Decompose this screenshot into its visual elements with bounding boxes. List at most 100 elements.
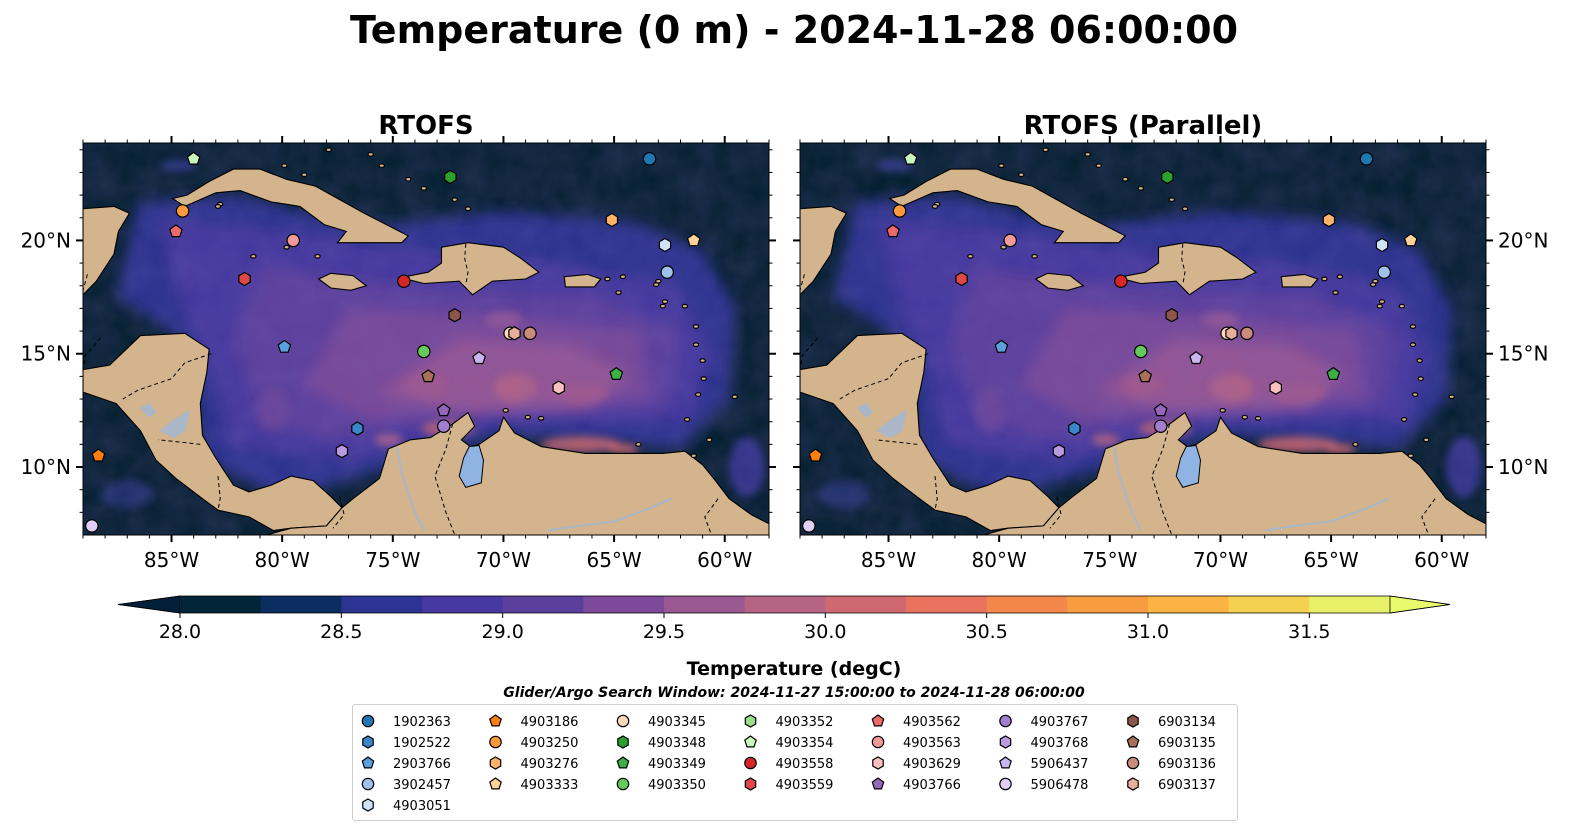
marker-4903766 [1153,403,1168,417]
marker-2903766 [994,339,1009,353]
map-frame [799,142,1487,536]
border-line [934,476,938,511]
marker-4903767 [436,419,451,434]
small-island [706,437,713,443]
border-line [83,337,102,370]
legend-entry: 4903563 [871,735,961,751]
legend-label: 6903134 [1158,715,1216,730]
marker-5906478 [802,519,816,533]
lon-tick-label: 70°W [476,548,531,572]
legend-label: 1902363 [393,715,451,730]
legend-label: 4903250 [521,736,579,751]
small-island [690,453,697,459]
legend-entry: 4903350 [616,777,706,793]
legend-entry: 4903767 [999,714,1088,730]
marker-4903562 [886,224,900,238]
legend-entries: 1902363 1902522 2903766 3902457 4903051 49031… [361,714,1216,814]
legend-marker-1902522 [362,735,374,749]
small-island [1409,324,1417,329]
legend-marker-6903135 [1126,735,1140,748]
legend-marker-4903276 [489,756,502,770]
border-line [1049,496,1062,529]
legend-label: 4903186 [521,715,579,730]
colorbar-segment [180,596,262,613]
colorbar-label: Temperature (degC) [687,658,902,680]
legend-entry: 6903136 [1126,756,1216,772]
small-island [1254,415,1262,421]
land-jamaica [317,272,368,291]
legend-marker-4903767 [999,714,1012,728]
legend-entry: 6903137 [1127,777,1216,793]
legend-marker-4903559 [744,777,757,791]
colorbar-segment [422,596,504,613]
small-island [250,253,257,259]
legend-entry: 4903250 [489,735,579,751]
marker-4903559 [955,271,968,287]
small-island [464,206,472,212]
land-southAm [266,411,769,535]
legend-marker-4903250 [489,735,502,749]
lat-tick-label: 10°N [21,455,71,479]
small-island [1122,176,1129,182]
lat-tick-label: 10°N [1498,455,1548,479]
small-island [619,274,627,280]
colorbar-segment [986,596,1068,613]
lake-maracaibo [458,444,485,488]
legend-label: 4903349 [648,757,706,772]
marker-4903250 [175,204,190,218]
colorbar-segment [1228,596,1310,613]
small-island [998,163,1005,169]
legend-marker-4903562 [871,714,885,727]
marker-6903137 [1225,326,1238,341]
marker-1902363 [642,152,657,166]
legend-label: 4903051 [393,799,451,814]
marker-4903559 [238,271,251,287]
small-island [1352,441,1359,447]
legend-label: 6903135 [1158,736,1216,751]
marker-4903629 [552,380,565,395]
marker-4903333 [686,233,701,247]
marker-6903135 [421,369,436,383]
search-window-text: Glider/Argo Search Window: 2024-11-27 15… [503,685,1085,701]
lon-tick-label: 85°W [144,548,199,572]
lon-tick-label: 60°W [1414,548,1469,572]
land-southAm [983,411,1486,535]
marker-1902522 [1068,421,1081,436]
colorbar-tick-label: 28.5 [320,621,362,643]
marker-4903333 [1403,233,1418,247]
panel-title: RTOFS [378,111,473,141]
colorbar-over-arrow [1389,595,1451,614]
marker-4903349 [1326,366,1341,380]
lon-tick-label: 75°W [365,548,420,572]
colorbar-segment [502,596,584,613]
legend-label: 4903350 [648,778,706,793]
marker-6903135 [1138,369,1153,383]
small-island [1376,303,1383,309]
legend-entry: 5906478 [999,777,1089,793]
legend-marker-6903137 [1127,777,1139,791]
legend-entry: 4903345 [616,714,706,730]
marker-3902457 [1377,265,1391,279]
marker-4903276 [605,212,619,228]
river-line [1113,446,1142,531]
small-island [1423,437,1430,443]
colorbar-segment [1309,596,1391,613]
colorbar-tick-label: 31.5 [1288,621,1330,643]
border-line [217,476,221,511]
small-island [314,253,321,259]
legend-label: 2903766 [393,757,451,772]
legend-entry: 4903051 [362,798,451,814]
legend-label: 4903345 [648,715,706,730]
colorbar: 28.0 28.5 29.0 29.5 30.0 30.5 31.0 31.5 [117,595,1451,643]
land-jamaica [1034,272,1085,291]
marker-6903136 [523,326,537,341]
legend-label: 6903137 [1158,778,1216,793]
marker-6903137 [508,326,521,341]
border-line [434,423,456,535]
colorbar-segment [906,596,988,613]
marker-4903562 [169,224,183,238]
marker-4903352 [1487,202,1498,215]
legend-label: 5906478 [1031,778,1089,793]
marker-4903354 [186,151,201,165]
legend-marker-4903352 [744,714,757,728]
